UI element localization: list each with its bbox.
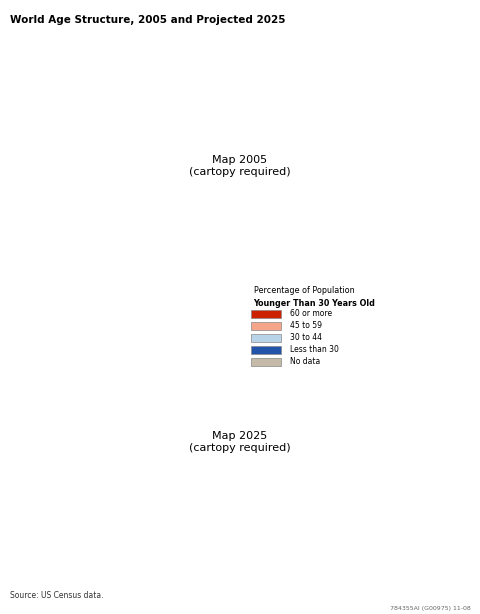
Text: Less than 30: Less than 30 bbox=[289, 345, 338, 354]
Bar bbox=[252, 322, 281, 330]
Text: Map 2025
(cartopy required): Map 2025 (cartopy required) bbox=[189, 431, 291, 453]
Bar bbox=[252, 334, 281, 342]
Text: 784355AI (G00975) 11-08: 784355AI (G00975) 11-08 bbox=[390, 606, 470, 611]
Text: 60 or more: 60 or more bbox=[289, 309, 332, 318]
Text: Source: US Census data.: Source: US Census data. bbox=[10, 591, 103, 600]
Bar bbox=[252, 358, 281, 366]
Bar bbox=[252, 346, 281, 354]
Text: World Age Structure, 2005 and Projected 2025: World Age Structure, 2005 and Projected … bbox=[10, 15, 285, 25]
Text: Percentage of Population: Percentage of Population bbox=[253, 286, 354, 295]
Text: Younger Than 30 Years Old: Younger Than 30 Years Old bbox=[253, 299, 375, 308]
Text: No data: No data bbox=[289, 357, 320, 366]
Bar bbox=[252, 310, 281, 317]
Text: Map 2005
(cartopy required): Map 2005 (cartopy required) bbox=[189, 155, 291, 177]
Text: 45 to 59: 45 to 59 bbox=[289, 321, 322, 330]
Text: 30 to 44: 30 to 44 bbox=[289, 333, 322, 342]
